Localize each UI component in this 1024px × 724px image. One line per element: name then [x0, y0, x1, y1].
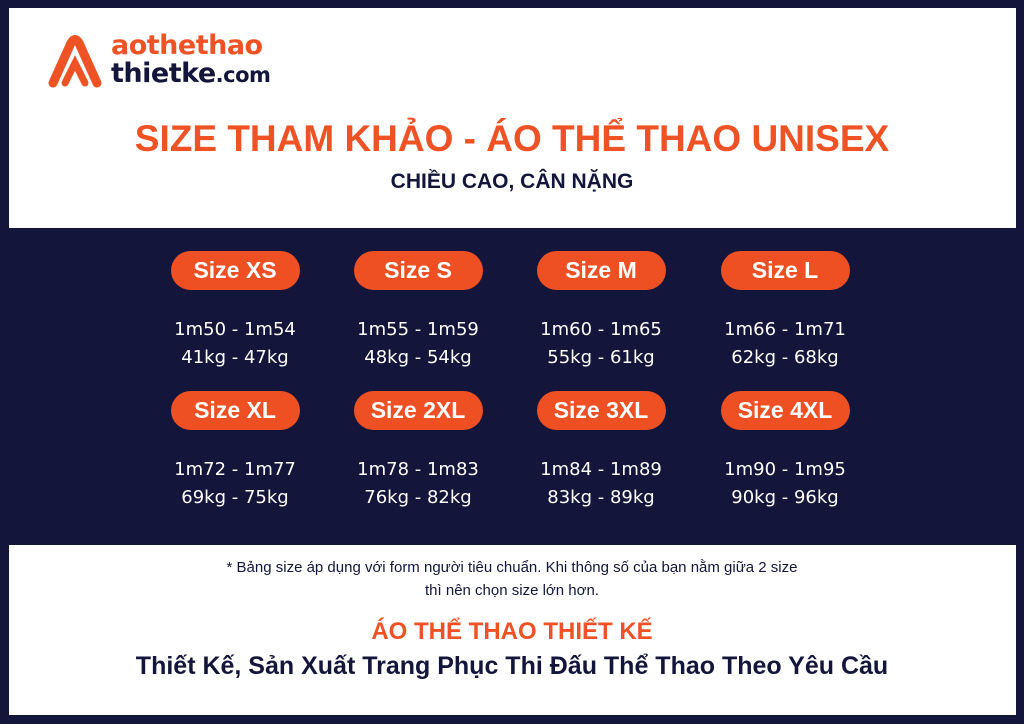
size-pill[interactable]: Size L: [720, 251, 850, 290]
size-card: Size M 1m60 - 1m65 55kg - 61kg: [511, 251, 691, 372]
height-range: 1m72 - 1m77: [174, 459, 296, 480]
height-range: 1m84 - 1m89: [540, 459, 662, 480]
size-pill[interactable]: Size XS: [170, 251, 300, 290]
size-pill[interactable]: Size 3XL: [536, 391, 666, 430]
weight-range: 90kg - 96kg: [731, 487, 839, 508]
weight-range: 55kg - 61kg: [547, 347, 655, 368]
size-card: Size XL 1m72 - 1m77 69kg - 75kg: [145, 391, 325, 512]
size-pill[interactable]: Size XL: [170, 391, 300, 430]
logo-mark-icon: [48, 34, 102, 87]
size-card: Size S 1m55 - 1m59 48kg - 54kg: [328, 251, 508, 372]
logo-text-top: aothethao: [111, 30, 263, 61]
logo-text-bottom: thietke.com: [111, 58, 271, 89]
size-pill[interactable]: Size M: [536, 251, 666, 290]
size-pill[interactable]: Size 4XL: [720, 391, 850, 430]
size-card: Size 2XL 1m78 - 1m83 76kg - 82kg: [328, 391, 508, 512]
height-range: 1m50 - 1m54: [174, 319, 296, 340]
weight-range: 62kg - 68kg: [731, 347, 839, 368]
logo-text-name: thietke: [111, 58, 216, 89]
weight-range: 69kg - 75kg: [181, 487, 289, 508]
footer-panel: [9, 545, 1016, 715]
weight-range: 83kg - 89kg: [547, 487, 655, 508]
size-card: Size 3XL 1m84 - 1m89 83kg - 89kg: [511, 391, 691, 512]
size-pill[interactable]: Size S: [353, 251, 483, 290]
size-card: Size XS 1m50 - 1m54 41kg - 47kg: [145, 251, 325, 372]
size-pill[interactable]: Size 2XL: [353, 391, 483, 430]
brand-heading: ÁO THỂ THAO THIẾT KẾ: [371, 618, 653, 645]
weight-range: 48kg - 54kg: [364, 347, 472, 368]
header-panel: [9, 8, 1016, 228]
weight-range: 76kg - 82kg: [364, 487, 472, 508]
size-note: * Bảng size áp dụng với form người tiêu …: [0, 556, 1024, 602]
size-card: Size L 1m66 - 1m71 62kg - 68kg: [695, 251, 875, 372]
weight-range: 41kg - 47kg: [181, 347, 289, 368]
slogan: Thiết Kế, Sản Xuất Trang Phục Thi Đấu Th…: [135, 652, 889, 680]
logo-text-suffix: .com: [215, 63, 271, 87]
page-title: SIZE THAM KHẢO - ÁO THỂ THAO UNISEX: [134, 118, 890, 159]
height-range: 1m78 - 1m83: [357, 459, 479, 480]
note-line-2: thì nên chọn size lớn hơn.: [425, 582, 599, 599]
height-range: 1m66 - 1m71: [724, 319, 846, 340]
note-line-1: * Bảng size áp dụng với form người tiêu …: [226, 559, 798, 576]
logo: aothethao thietke.com: [45, 30, 271, 89]
page-subtitle: CHIỀU CAO, CÂN NẶNG: [390, 170, 634, 193]
height-range: 1m90 - 1m95: [724, 459, 846, 480]
size-card: Size 4XL 1m90 - 1m95 90kg - 96kg: [695, 391, 875, 512]
height-range: 1m60 - 1m65: [540, 319, 662, 340]
height-range: 1m55 - 1m59: [357, 319, 479, 340]
